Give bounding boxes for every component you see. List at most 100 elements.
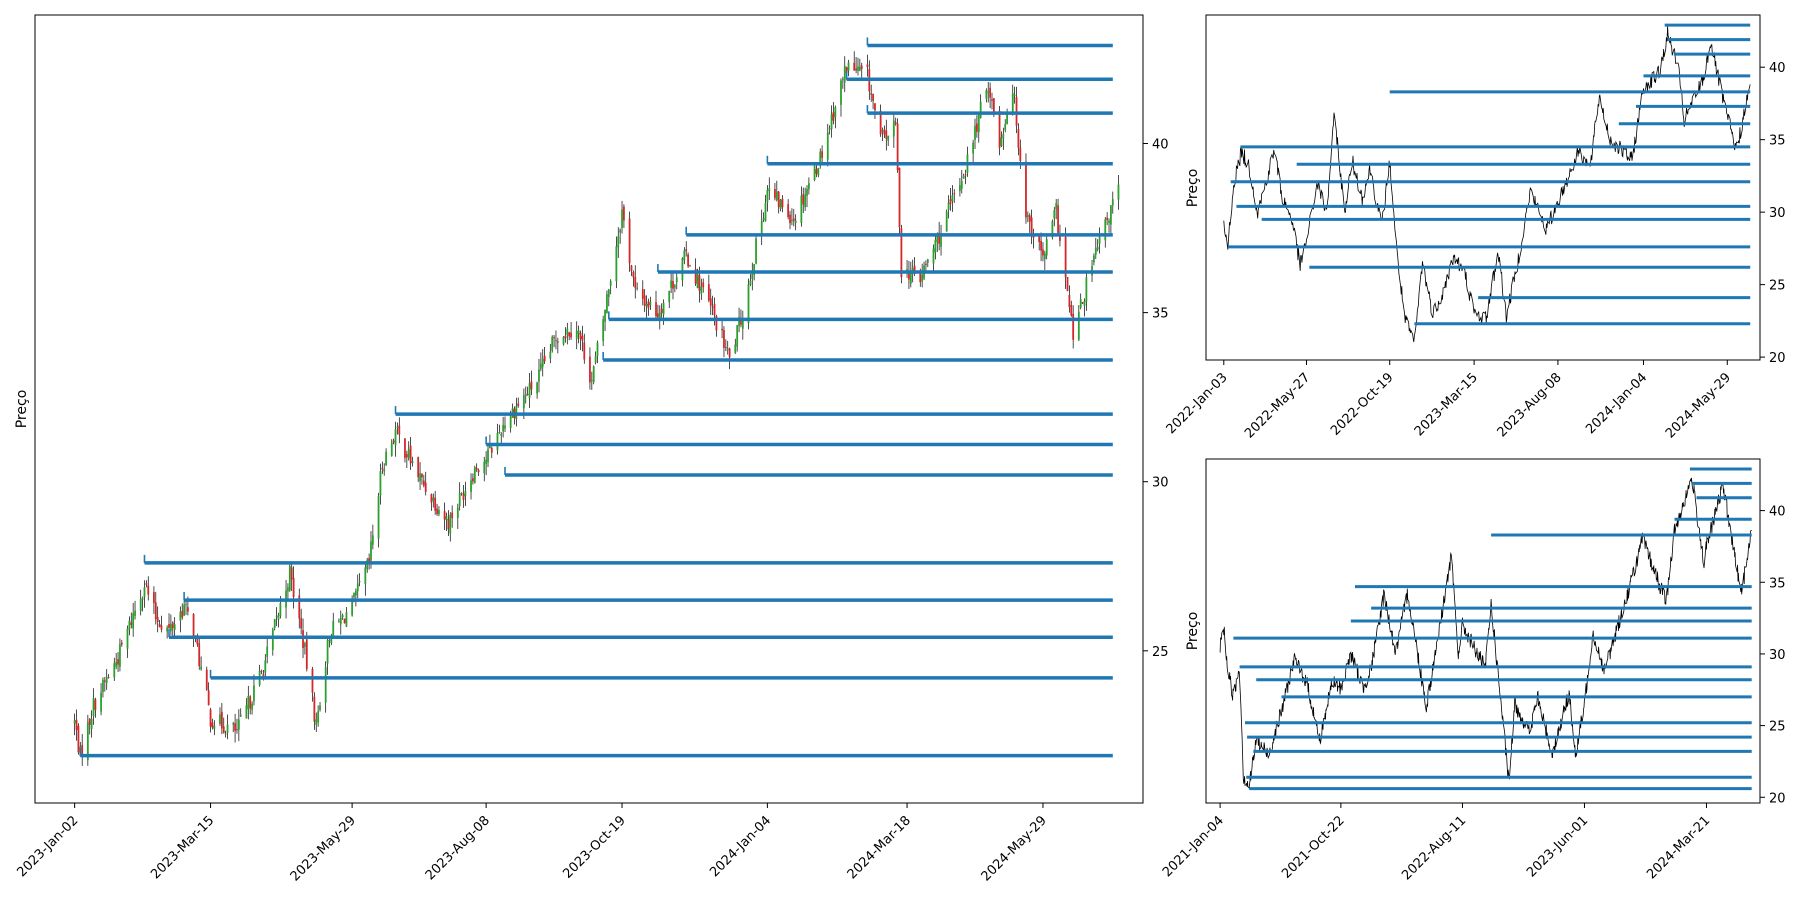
top-right-chart-y-label: Preço [1185,169,1201,208]
candle-body [1045,239,1048,256]
candle-body [472,478,474,482]
candle-body [1093,255,1095,263]
candle-body [887,135,890,141]
candle-body [1068,295,1071,307]
candle-body [81,745,84,757]
candle-body [764,203,767,222]
y-tick-label: 40 [1769,61,1786,76]
candle-body [260,670,263,672]
candle-body [90,718,93,729]
candle-body [275,615,278,617]
candle-body [105,677,108,683]
candle-body [860,65,863,69]
candle-body [287,587,289,592]
candle-body [1019,147,1022,162]
candle-body [1085,277,1088,302]
candle-body [102,679,104,693]
candle-body [694,268,697,284]
candle-body [198,643,201,667]
candle-body [147,585,150,595]
x-tick-label: 2024-Jan-04 [1583,370,1650,437]
candle-body [845,67,848,74]
candle-body [1013,95,1016,97]
candle-body [800,195,803,223]
candle-body [645,303,648,307]
candle-body [524,393,527,397]
candle-body [926,259,929,263]
candle-body [898,167,901,228]
x-tick-label: 2022-May-27 [1242,370,1313,441]
candle-body [668,290,671,303]
candle-body [607,289,610,297]
candle-body [555,339,557,341]
candle-body [734,344,737,354]
y-tick-label: 40 [1152,138,1169,153]
candle-body [134,610,136,617]
candle-body [141,597,144,600]
candle-body [707,284,710,301]
candle-body [925,263,927,265]
candle-body [181,611,184,618]
candle-body [1038,234,1041,243]
candle-body [392,440,395,443]
candle-body [1070,305,1073,316]
candle-body [211,722,214,728]
candle-body [1055,203,1058,210]
candle-body [775,191,778,201]
candle-body [222,726,225,733]
x-tick-label: 2024-May-29 [1663,370,1734,441]
x-tick-label: 2024-Mar-21 [1644,813,1713,882]
candle-body [1011,93,1014,115]
candle-body [300,618,303,629]
candle-body [847,62,850,71]
x-tick-label: 2023-Jan-02 [14,813,81,880]
candle-body [575,330,578,339]
candle-body [853,62,856,71]
candle-body [979,101,982,119]
x-tick-label: 2022-Jan-03 [1164,370,1231,437]
candle-body [551,336,554,351]
candle-body [328,639,331,641]
candle-body [781,198,784,208]
candle-body [751,273,754,280]
candle-body [436,508,438,515]
candle-body [568,332,571,337]
candle-body [498,431,501,434]
candle-body [604,309,606,322]
candle-body [683,250,686,261]
candle-body [302,630,304,648]
candle-body [909,272,912,284]
candle-body [421,473,423,478]
main-chart-x-axis: 2023-Jan-02 2023-Mar-15 2023-May-29 2023-Au… [14,803,1050,884]
candle-body [317,711,320,723]
candle-body [153,592,155,604]
candle-body [379,471,382,496]
candle-body [409,445,412,464]
candle-body [356,583,359,592]
candle-body [855,68,857,71]
y-tick-label: 25 [1769,279,1786,294]
candle-body [156,616,159,622]
candle-body [698,275,701,291]
candle-body [475,467,478,470]
candle-body [168,624,170,628]
candle-body [324,667,327,703]
candle-body [962,175,965,179]
candle-body [934,239,937,253]
candle-body [330,639,333,644]
candle-body [908,271,910,280]
candle-body [232,723,235,725]
x-tick-label: 2023-Mar-15 [148,813,217,882]
candle-body [992,98,995,112]
candle-body [411,461,414,464]
candle-body [894,122,897,124]
bottom-right-chart-frame [1205,458,1761,804]
candle-body [589,356,591,383]
candle-body [900,228,903,278]
candle-body [1026,214,1029,218]
candle-body [451,512,454,519]
candle-body [594,355,597,363]
candle-body [94,699,97,710]
candle-body [394,429,397,446]
